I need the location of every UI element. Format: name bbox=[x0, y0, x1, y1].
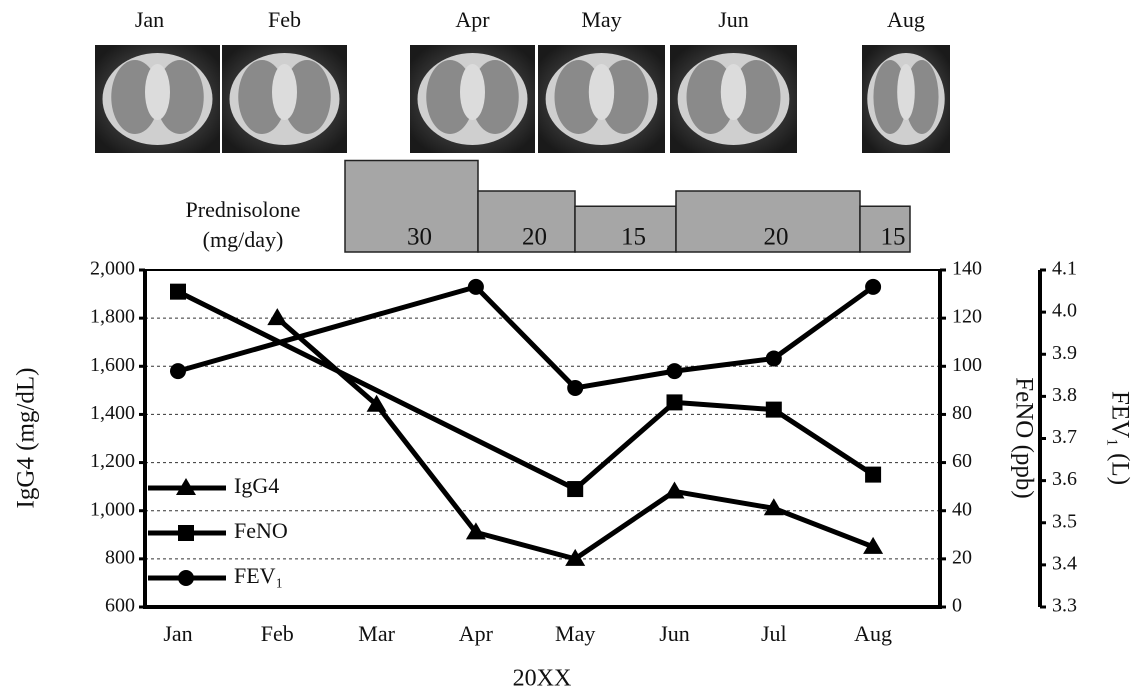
data-point bbox=[865, 467, 881, 483]
x-tick-label: Jan bbox=[163, 621, 192, 646]
y3-tick-label: 3.7 bbox=[1052, 426, 1077, 448]
y2-tick-label: 120 bbox=[952, 306, 982, 328]
prednisolone-dose: 20 bbox=[522, 224, 547, 251]
ct-label: May bbox=[581, 7, 621, 32]
y3-tick-label: 3.4 bbox=[1052, 552, 1077, 574]
x-tick-label: Apr bbox=[459, 621, 494, 646]
ct-label: Jun bbox=[718, 7, 749, 32]
data-point bbox=[865, 279, 881, 295]
y-tick-label: 1,800 bbox=[90, 306, 135, 328]
x-tick-label: Feb bbox=[261, 621, 294, 646]
legend-marker bbox=[178, 525, 194, 541]
data-point bbox=[170, 363, 186, 379]
prednisolone-dose: 20 bbox=[764, 224, 789, 251]
prednisolone-label: (mg/day) bbox=[203, 227, 284, 252]
legend-label: FEV₁ bbox=[234, 563, 283, 588]
ct-mediastinum bbox=[897, 64, 915, 120]
y-tick-label: 800 bbox=[105, 546, 135, 568]
y3-tick-label: 3.5 bbox=[1052, 510, 1077, 532]
y3-tick-label: 4.1 bbox=[1052, 258, 1077, 280]
y-tick-label: 1,000 bbox=[90, 498, 135, 520]
x-axis-title: 20XX bbox=[513, 666, 572, 692]
ct-mediastinum bbox=[272, 64, 297, 120]
data-point bbox=[267, 308, 287, 325]
x-tick-label: May bbox=[555, 621, 595, 646]
legend-marker bbox=[178, 570, 194, 586]
data-point bbox=[468, 279, 484, 295]
ct-label: Aug bbox=[887, 7, 925, 32]
y-tick-label: 1,200 bbox=[90, 450, 135, 472]
y3-tick-label: 3.6 bbox=[1052, 468, 1077, 490]
chart: FeNO (ppb) FEV₁ (L) IgG4 (mg/dL) 20XX Pr… bbox=[0, 0, 1136, 693]
ct-mediastinum bbox=[460, 64, 485, 120]
ct-label: Feb bbox=[268, 7, 301, 32]
y2-tick-label: 60 bbox=[952, 450, 972, 472]
legend-label: IgG4 bbox=[234, 473, 279, 498]
prednisolone-label: Prednisolone bbox=[186, 197, 301, 222]
legend-label: FeNO bbox=[234, 518, 288, 543]
y3-tick-label: 3.9 bbox=[1052, 342, 1077, 364]
y3-axis-title: FEV₁ (L) bbox=[1106, 391, 1133, 485]
data-point bbox=[170, 284, 186, 300]
x-tick-label: Aug bbox=[854, 621, 892, 646]
y3-tick-label: 3.8 bbox=[1052, 384, 1077, 406]
y-axis-title: IgG4 (mg/dL) bbox=[13, 368, 40, 509]
series-line bbox=[178, 287, 873, 388]
y-tick-label: 1,400 bbox=[90, 402, 135, 424]
data-point bbox=[766, 350, 782, 366]
y2-tick-label: 40 bbox=[952, 498, 972, 520]
ct-label: Jan bbox=[135, 7, 164, 32]
data-point bbox=[667, 363, 683, 379]
y2-axis-title: FeNO (ppb) bbox=[1010, 377, 1037, 499]
prednisolone-dose: 15 bbox=[621, 224, 646, 251]
data-point bbox=[667, 394, 683, 410]
x-tick-label: Jul bbox=[761, 621, 787, 646]
ct-mediastinum bbox=[589, 64, 614, 120]
y3-tick-label: 3.3 bbox=[1052, 595, 1077, 617]
prednisolone-dose: 15 bbox=[881, 224, 906, 251]
y2-tick-label: 140 bbox=[952, 258, 982, 280]
y-tick-label: 2,000 bbox=[90, 258, 135, 280]
y2-tick-label: 0 bbox=[952, 595, 962, 617]
y-tick-label: 600 bbox=[105, 595, 135, 617]
ct-mediastinum bbox=[721, 64, 746, 120]
prednisolone-dose: 30 bbox=[407, 224, 432, 251]
data-point bbox=[567, 481, 583, 497]
ct-label: Apr bbox=[455, 7, 490, 32]
y2-tick-label: 20 bbox=[952, 546, 972, 568]
ct-mediastinum bbox=[145, 64, 170, 120]
x-tick-label: Jun bbox=[659, 621, 690, 646]
data-point bbox=[766, 402, 782, 418]
x-tick-label: Mar bbox=[358, 621, 395, 646]
y-tick-label: 1,600 bbox=[90, 354, 135, 376]
y2-tick-label: 80 bbox=[952, 402, 972, 424]
y2-tick-label: 100 bbox=[952, 354, 982, 376]
data-point bbox=[665, 481, 685, 498]
data-point bbox=[567, 380, 583, 396]
y3-tick-label: 4.0 bbox=[1052, 300, 1077, 322]
